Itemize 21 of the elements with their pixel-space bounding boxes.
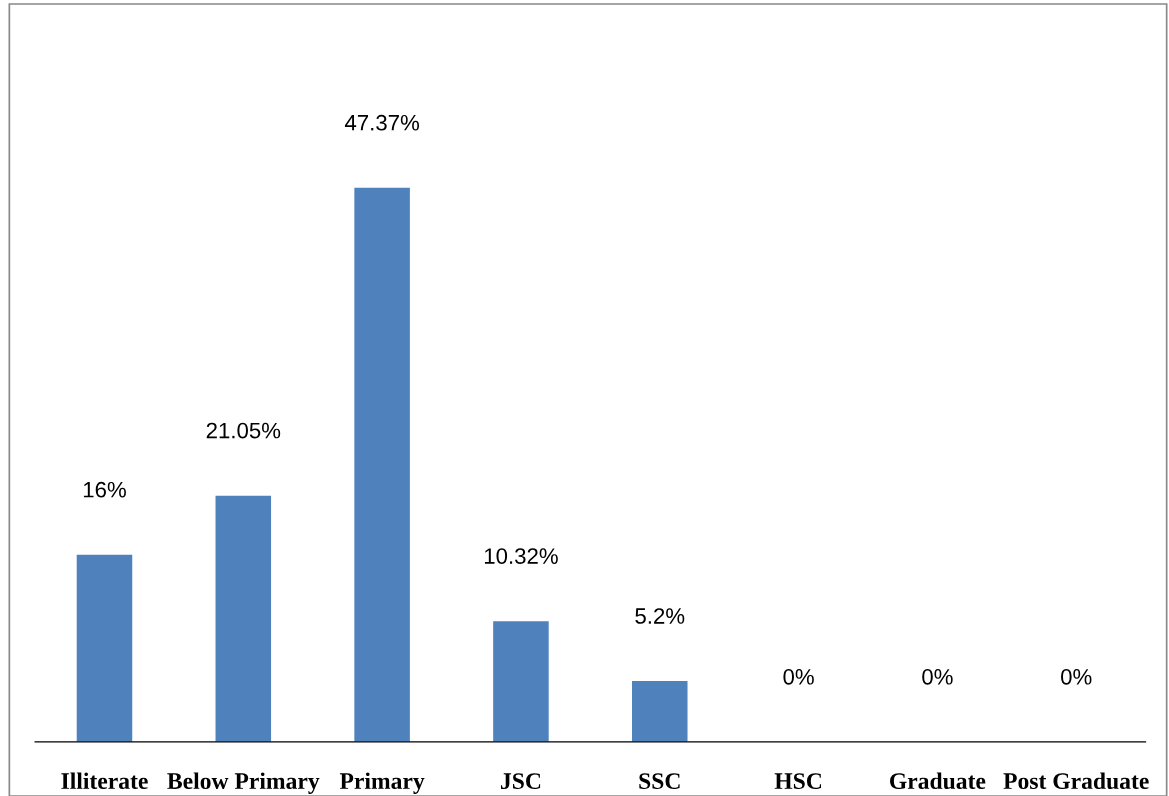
data-label: 0% [922,668,953,685]
x-tick-label: Below Primary [167,772,320,794]
x-tick-label: JSC [500,773,541,790]
bar [215,495,272,742]
x-tick-label: Post Graduate [1003,772,1149,790]
data-label: 47.37% [344,114,420,131]
bar [631,681,688,742]
data-label: 16% [83,481,126,498]
data-label: 10.32% [484,548,558,564]
x-tick-label: Graduate [890,772,986,790]
x-tick-label: SSC [639,773,680,790]
x-tick-label: HSC [774,773,822,790]
x-tick-label: Primary [339,772,425,794]
data-label: 5.2% [635,608,685,624]
bar [76,554,133,742]
bar [493,621,549,742]
x-tick-label: Illiterate [61,772,148,790]
bar [354,187,410,742]
data-label: 0% [783,668,814,685]
data-label: 21.05% [206,422,281,439]
data-label: 0% [1061,668,1092,685]
